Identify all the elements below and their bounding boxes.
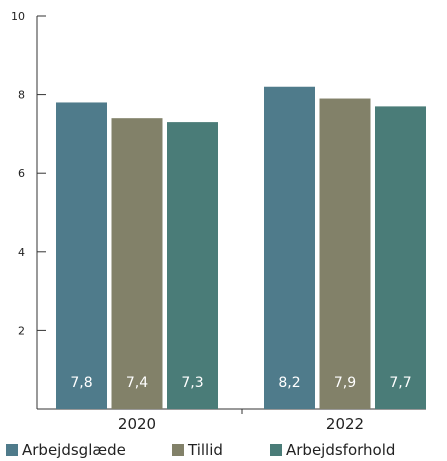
legend-label: Arbejdsforhold bbox=[286, 441, 396, 459]
x-category-label: 2020 bbox=[118, 415, 156, 433]
bar bbox=[167, 122, 218, 410]
bar bbox=[56, 102, 107, 410]
legend-item-arbejdsforhold: Arbejdsforhold bbox=[270, 441, 395, 459]
y-tick-label: 2 bbox=[18, 324, 25, 337]
legend-item-tillid: Tillid bbox=[172, 441, 223, 459]
x-category-label: 2022 bbox=[326, 415, 364, 433]
legend-swatch bbox=[172, 444, 184, 456]
data-label: 7,3 bbox=[181, 375, 203, 391]
chart-legend: Arbejdsglæde Tillid Arbejdsforhold bbox=[6, 441, 447, 461]
data-label: 7,8 bbox=[70, 375, 92, 391]
bar bbox=[264, 86, 315, 410]
y-tick-label: 10 bbox=[11, 10, 25, 23]
legend-item-arbejdsglaede: Arbejdsglæde bbox=[6, 441, 126, 459]
legend-label: Tillid bbox=[188, 441, 223, 459]
bar bbox=[375, 106, 426, 409]
data-label: 8,2 bbox=[278, 375, 300, 391]
data-label: 7,7 bbox=[389, 375, 411, 391]
y-tick-label: 8 bbox=[18, 89, 25, 102]
y-tick-label: 4 bbox=[18, 246, 25, 259]
y-tick-label: 6 bbox=[18, 167, 25, 180]
legend-swatch bbox=[6, 444, 18, 456]
bar bbox=[111, 118, 163, 410]
bar-chart: 2 4 6 8 10 7,8 7,4 7,3 2020 8,2 7,9 7,7 2022 bbox=[11, 10, 426, 433]
legend-swatch bbox=[270, 444, 282, 456]
data-label: 7,4 bbox=[126, 375, 148, 391]
legend-label: Arbejdsglæde bbox=[22, 441, 126, 459]
data-label: 7,9 bbox=[334, 375, 356, 391]
bar bbox=[319, 98, 371, 409]
